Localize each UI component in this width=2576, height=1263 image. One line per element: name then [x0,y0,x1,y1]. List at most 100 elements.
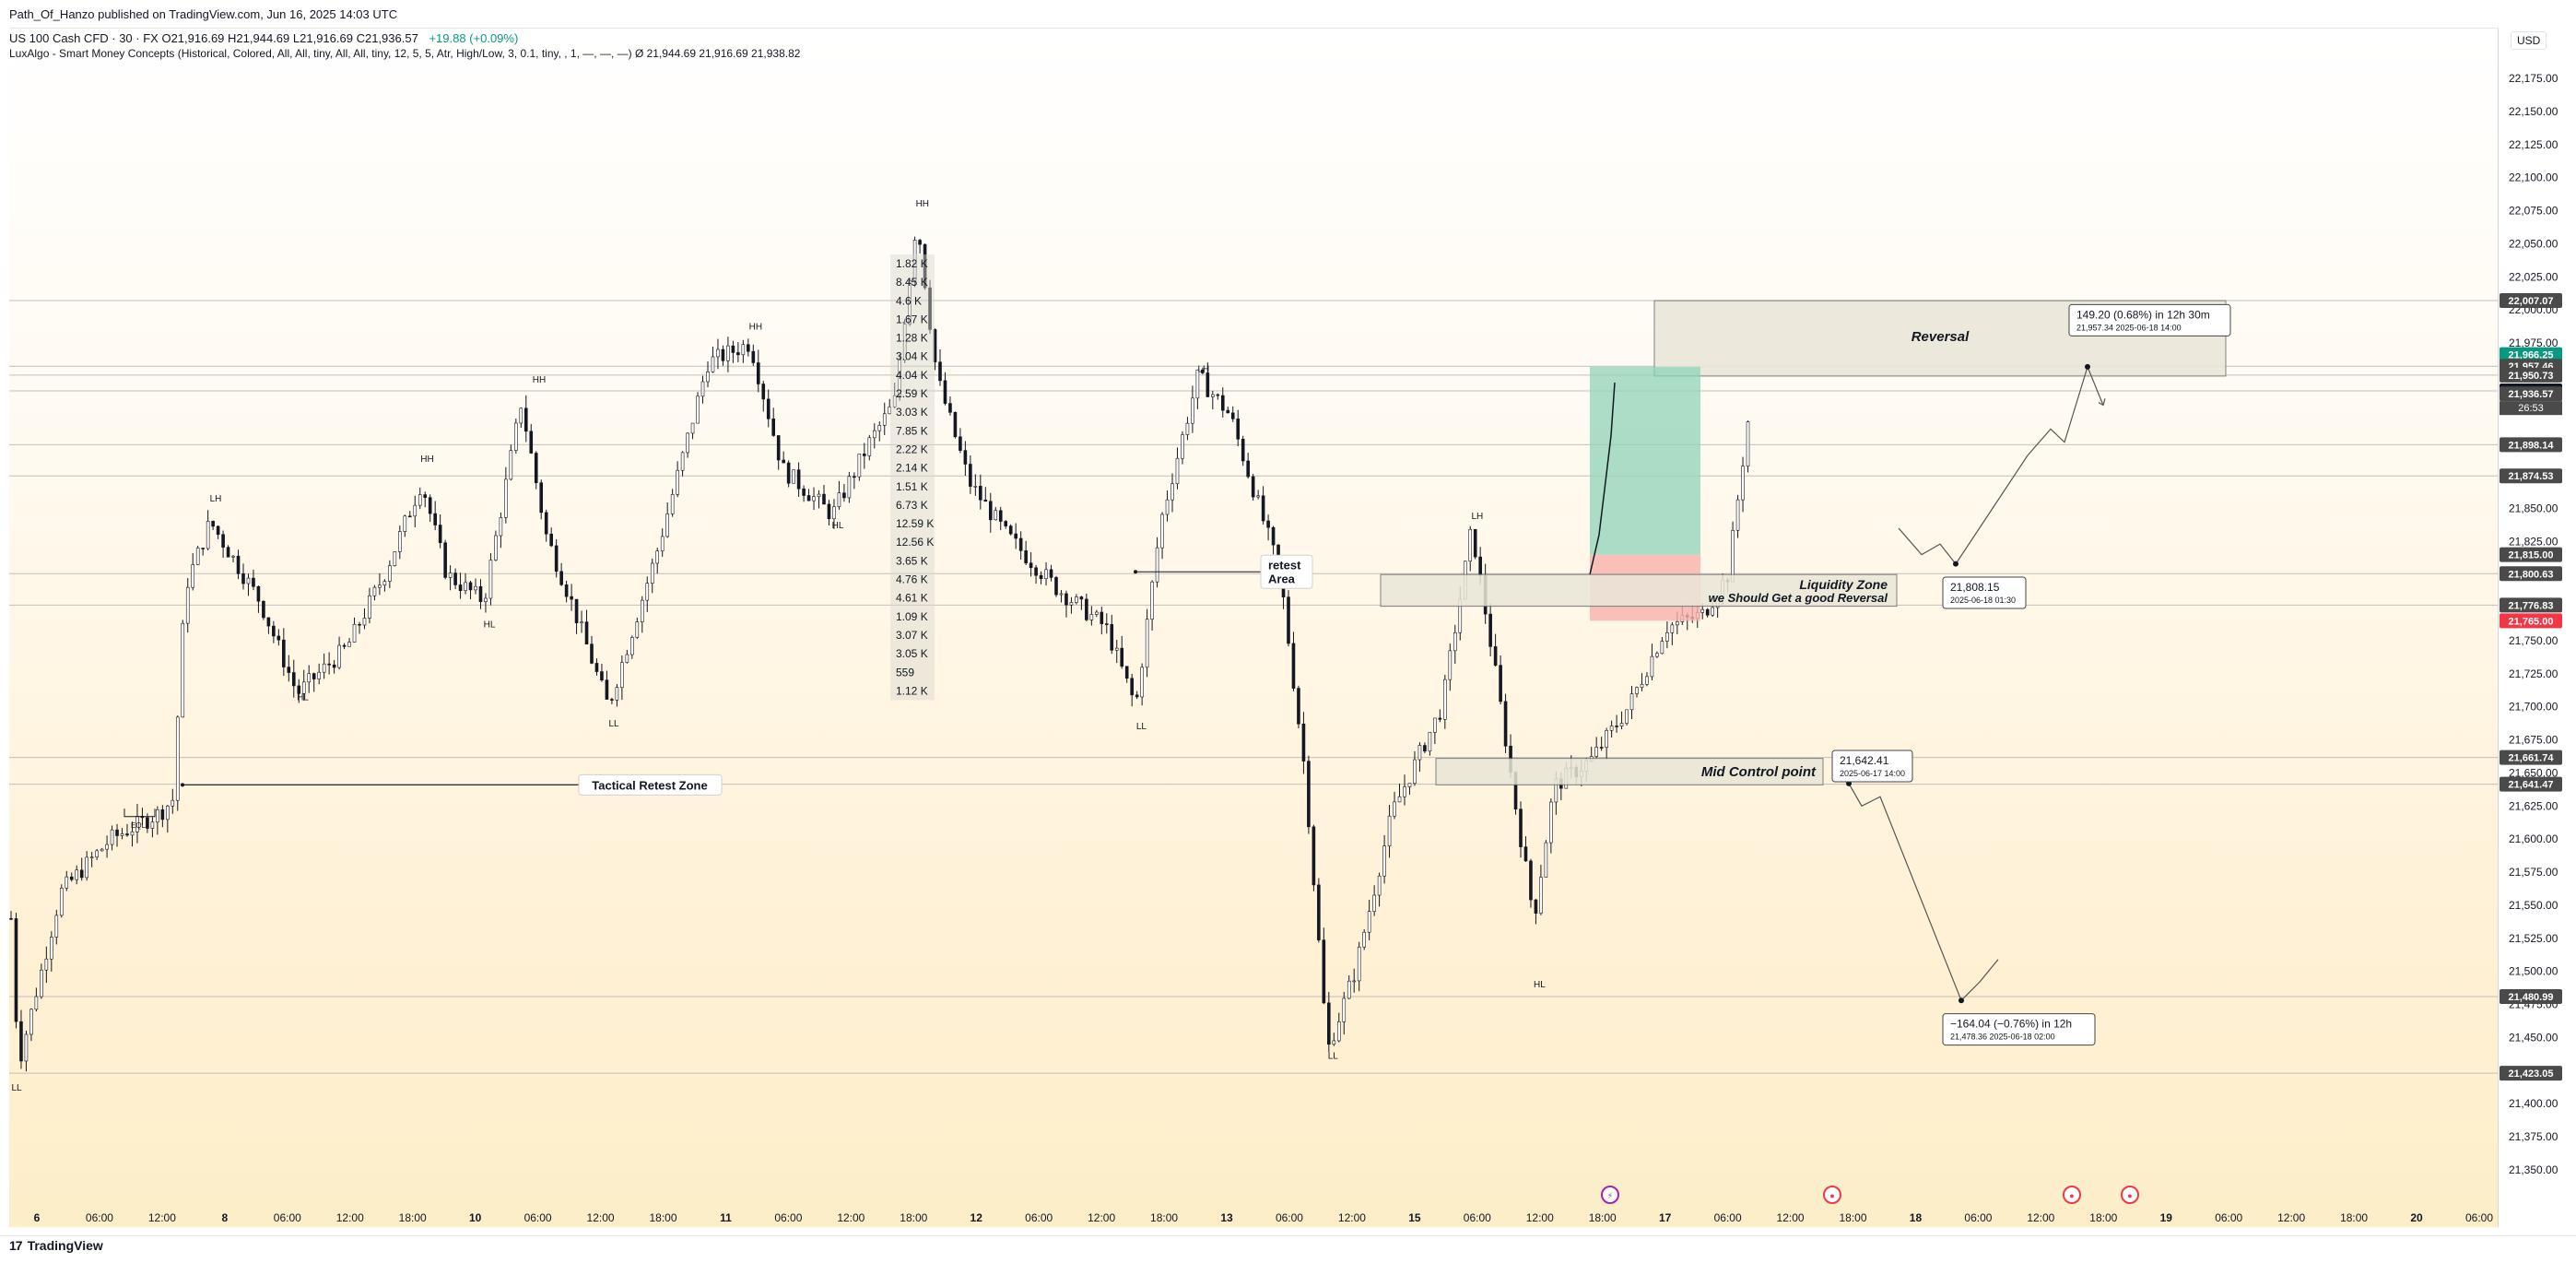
low-point-box[interactable] [1942,576,2027,609]
indicator-name[interactable]: LuxAlgo - Smart Money Concepts (Historic… [9,47,632,60]
candle-body [812,496,816,502]
reversal-label: Reversal [1911,329,1970,345]
tradingview-logo[interactable]: 17 TradingView [9,1238,103,1253]
economic-event-icon[interactable] [1823,1186,1841,1204]
symbol-name[interactable]: US 100 Cash CFD · 30 · FX [9,31,159,45]
candle-body [458,584,463,591]
candle-body [69,876,74,880]
candle-body [867,437,872,456]
candle-body [918,240,922,245]
price-tag-dark[interactable] [2500,468,2562,484]
price-tag-green[interactable] [2500,347,2562,362]
candle-body [1236,419,1241,440]
indicator-legend[interactable]: LuxAlgo - Smart Money Concepts (Historic… [9,47,800,60]
candle-body [307,673,312,683]
economic-event-glyph: ⚡ [1607,1191,1613,1200]
down-measure-box[interactable] [1942,1013,2096,1046]
price-tag-text: 21,480.99 [2509,992,2554,1003]
candle-body [1676,621,1679,626]
price-tag-text: 21,815.00 [2509,550,2554,561]
candle-body [1124,666,1129,679]
candle-body [1629,693,1634,711]
x-tick-label: 18:00 [1839,1211,1866,1224]
ohlc-low: L21,916.69 [292,31,353,45]
volume-profile-value: 2.59 K [896,387,928,400]
liquidity-zone[interactable] [1380,573,1898,608]
price-tag-text: 22,007.07 [2509,296,2554,307]
candle-body [494,535,498,561]
candle-body [529,431,534,454]
price-tag-dark[interactable] [2500,988,2562,1004]
take-profit-zone[interactable] [1590,366,1700,555]
candle-body [1645,676,1649,685]
candle-body [1085,598,1088,620]
candle-body [584,621,589,645]
candle-body [1049,569,1053,578]
candle-body [301,681,306,694]
candle-body [1054,577,1058,596]
economic-event-glyph: ● [1829,1191,1834,1200]
x-tick-label: 15 [1408,1211,1421,1224]
candle-body [95,850,99,858]
candle-body [514,422,518,451]
tactical-retest-box[interactable] [578,773,723,796]
candle-body [488,560,493,599]
economic-event-icon[interactable] [2063,1186,2081,1204]
price-tag-text: 21,800.63 [2509,569,2554,580]
candle-body [1453,632,1457,652]
candle-body [1423,745,1427,752]
eql-bracket [124,809,156,818]
economic-event-icon[interactable] [2121,1186,2139,1204]
candle-body [1039,574,1043,579]
candle-body [933,329,937,363]
candle-body [686,432,689,454]
candle-body [1403,786,1406,797]
liquidity-zone-subtitle: we Should Get a good Reversal [1709,591,1888,605]
price-tag-red[interactable] [2500,613,2562,629]
candle-body [1140,667,1144,698]
price-tag-dark[interactable] [2500,1066,2562,1081]
retest-area-box[interactable] [1260,554,1313,589]
candle-body [842,492,846,499]
price-tag-dark[interactable] [2500,386,2562,402]
price-tag-dark[interactable] [2500,547,2562,562]
mid-point-box[interactable] [1831,750,1913,783]
candle-body [160,809,165,820]
up-measure-box[interactable] [2068,303,2231,336]
candle-body [837,492,841,507]
price-tag-dark[interactable] [2500,367,2562,383]
x-tick-label: 06:00 [86,1211,113,1224]
price-tag-dark[interactable] [2500,597,2562,613]
symbol-legend[interactable]: US 100 Cash CFD · 30 · FX O21,916.69 H21… [9,31,518,45]
candle-body [1181,434,1184,459]
candle-body [979,486,982,501]
price-tag-dark[interactable] [2500,293,2562,309]
candle-body [342,644,347,647]
candle-body [499,517,503,537]
candle-body [625,654,629,663]
x-tick-label: 18:00 [2089,1211,2117,1224]
economic-event-icon[interactable] [1601,1186,1619,1204]
price-tag-dark[interactable] [2500,566,2562,582]
ohlc-high: H21,944.69 [228,31,290,45]
y-tick-label: 21,525.00 [2509,932,2558,945]
price-tag-dark[interactable] [2500,750,2562,765]
candle-body [291,672,296,687]
x-tick-label: 6 [34,1211,41,1224]
x-tick-label: 13 [1220,1211,1233,1224]
mid-control-zone[interactable] [1435,758,1824,785]
volume-profile-value: 3.07 K [896,629,928,642]
swing-label: HH [420,454,433,465]
candle-body [645,583,650,601]
volume-profile-value: 7.85 K [896,424,928,437]
candle-body [453,572,457,585]
currency-button[interactable]: USD [2511,31,2547,50]
candle-body [75,869,79,880]
candle-body [1372,894,1376,912]
tradingview-logo-icon: 17 [9,1238,23,1253]
price-tag-dark[interactable] [2500,437,2562,453]
candle-body [847,476,852,499]
candle-body [221,534,225,548]
price-tag-dark[interactable] [2500,776,2562,792]
